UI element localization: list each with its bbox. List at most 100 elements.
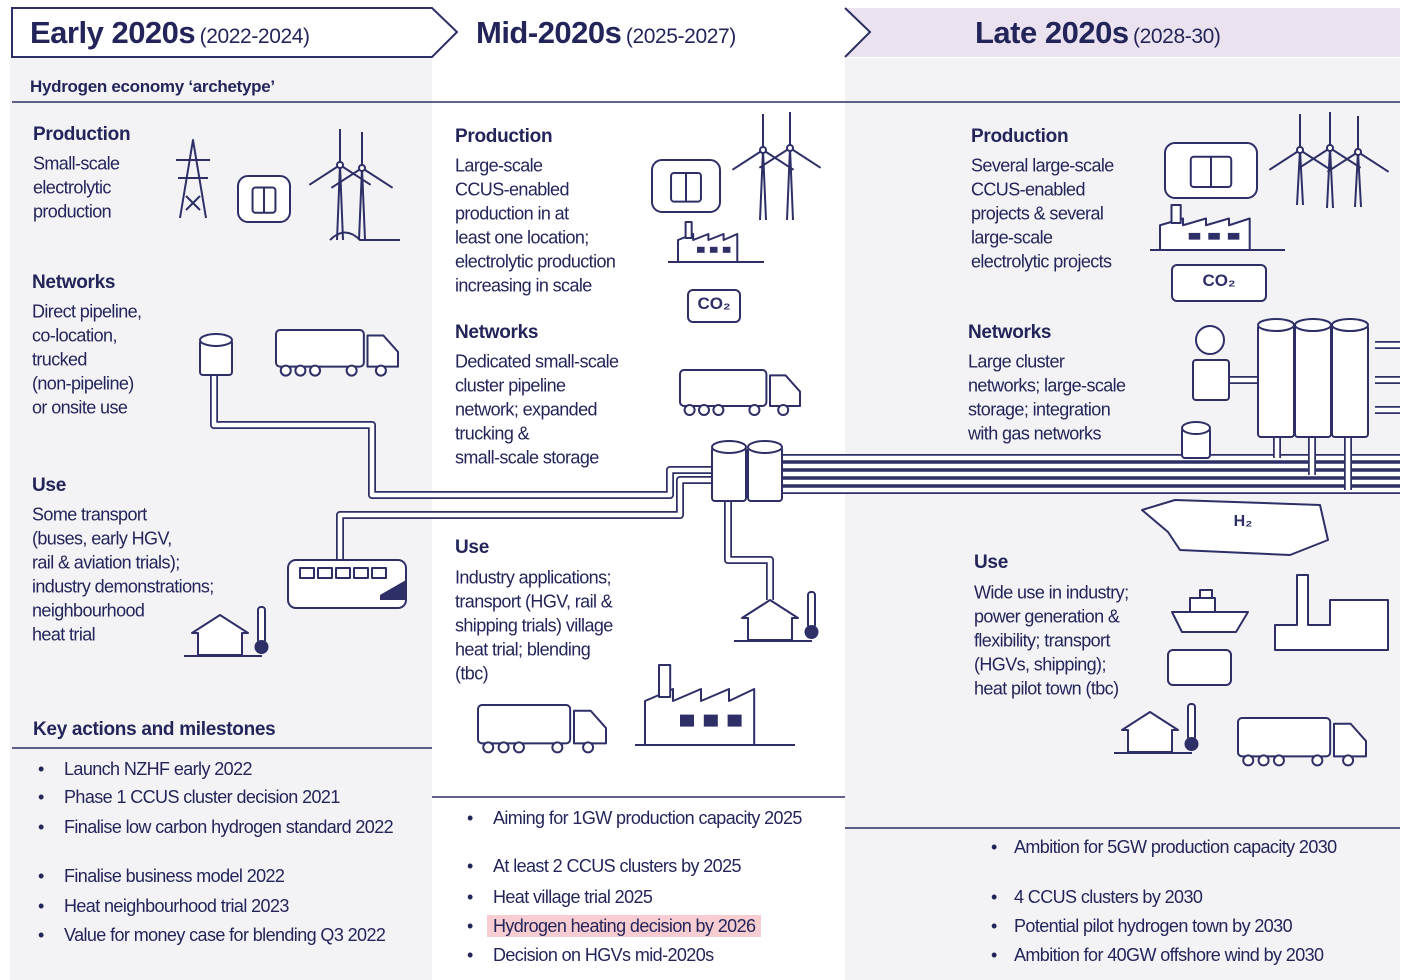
wheel xyxy=(748,404,761,416)
section-text: trucking & xyxy=(455,423,530,444)
thermometer xyxy=(1187,703,1196,741)
turbine xyxy=(361,167,394,189)
window xyxy=(703,714,718,727)
section-text: Several large-scale xyxy=(971,155,1114,176)
truck xyxy=(769,374,801,407)
wheel xyxy=(482,741,495,754)
turbine xyxy=(1357,151,1390,173)
bullet: • xyxy=(38,817,44,837)
ship xyxy=(1171,589,1249,633)
bullet: • xyxy=(38,896,44,916)
section-text: Wide use in industry; xyxy=(974,582,1129,603)
bus-window xyxy=(371,567,387,579)
section-text: electrolytic production xyxy=(455,251,616,272)
section-text: least one location; xyxy=(455,227,589,248)
tank xyxy=(1257,318,1295,332)
wheel xyxy=(1242,754,1255,767)
bus-window xyxy=(353,567,369,579)
milestone-text: Ambition for 5GW production capacity 203… xyxy=(1014,837,1337,857)
tank xyxy=(711,446,747,502)
milestone-text: Launch NZHF early 2022 xyxy=(64,759,253,779)
section-text: production in at xyxy=(455,203,569,224)
header-chevron xyxy=(845,8,1400,57)
section-heading: Use xyxy=(455,537,489,558)
section-heading: Key actions and milestones xyxy=(33,719,276,740)
bus-window xyxy=(299,567,315,579)
wheel xyxy=(309,364,322,377)
turbine xyxy=(1326,144,1334,152)
stage-title: Mid-2020s (2025-2027) xyxy=(476,15,736,51)
stage-title: Late 2020s (2028-30) xyxy=(975,15,1221,51)
section-text: (tbc) xyxy=(455,663,489,684)
section-text: co-location, xyxy=(32,325,117,346)
window xyxy=(697,246,705,253)
wheel xyxy=(712,404,725,416)
section-heading: Networks xyxy=(32,272,116,293)
milestone-text: Potential pilot hydrogen town by 2030 xyxy=(1014,916,1293,936)
window xyxy=(680,714,694,727)
wheel xyxy=(374,364,387,377)
tank xyxy=(1331,318,1369,332)
section-text: flexibility; transport xyxy=(974,630,1110,651)
wheel xyxy=(582,741,595,754)
wheel xyxy=(551,741,564,754)
turbine xyxy=(789,147,822,169)
tank xyxy=(1257,324,1295,438)
bullet: • xyxy=(467,808,473,828)
bullet: • xyxy=(467,856,473,876)
section-text: with gas networks xyxy=(968,423,1101,444)
section-text: Dedicated small-scale xyxy=(455,351,619,372)
generator xyxy=(1167,649,1232,686)
header-chevron xyxy=(11,7,459,58)
turbine xyxy=(786,144,794,152)
chimney xyxy=(658,664,672,698)
milestone-text: Decision on HGVs mid-2020s xyxy=(493,945,714,965)
section-text: (non-pipeline) xyxy=(32,373,134,394)
turbine xyxy=(1326,151,1359,173)
truck xyxy=(1237,717,1332,758)
section-text: heat pilot town (tbc) xyxy=(974,678,1119,699)
gauge xyxy=(1195,325,1225,355)
bullet: • xyxy=(991,945,997,965)
section-text: or onsite use xyxy=(32,397,128,418)
wheel xyxy=(698,404,710,416)
turbine xyxy=(308,164,341,186)
factory xyxy=(1274,574,1389,651)
stage-name: Early 2020s xyxy=(30,15,196,50)
turbine xyxy=(1357,151,1362,208)
turbine xyxy=(762,149,767,221)
turbine xyxy=(1296,146,1304,154)
wheel xyxy=(294,364,307,377)
bus-window xyxy=(335,567,351,579)
section-text: heat trial; blending xyxy=(455,639,591,660)
section-text: transport (HGV, rail & xyxy=(455,591,613,612)
turbine xyxy=(1298,147,1331,169)
truck xyxy=(366,334,399,368)
bullet: • xyxy=(467,887,473,907)
section-text: (HGVs, shipping); xyxy=(974,654,1106,675)
bullet: • xyxy=(467,916,473,936)
co2-label: CO₂ xyxy=(1202,271,1235,290)
header-chevron xyxy=(844,7,872,58)
wheel xyxy=(512,741,525,754)
milestone: Phase 1 CCUS cluster decision 2021 xyxy=(64,788,414,807)
tank xyxy=(747,440,783,454)
turbine xyxy=(358,164,366,172)
pipeline xyxy=(724,490,774,600)
turbine xyxy=(789,147,794,221)
tank xyxy=(199,333,233,347)
pipeline xyxy=(211,360,715,498)
section-text: cluster pipeline xyxy=(455,375,566,396)
turbine xyxy=(1268,149,1301,171)
bullet: • xyxy=(38,925,44,945)
wheel xyxy=(1342,754,1355,767)
milestone: Hydrogen heating decision by 2026 xyxy=(487,915,823,937)
milestone: Ambition for 5GW production capacity 203… xyxy=(1014,838,1392,857)
milestone-text: At least 2 CCUS clusters by 2025 xyxy=(493,856,742,876)
turbine xyxy=(339,164,344,241)
section-text: large-scale xyxy=(971,227,1053,248)
bullet: • xyxy=(991,916,997,936)
co2-label: CO₂ xyxy=(697,294,730,313)
wheel xyxy=(345,364,358,377)
thermometer xyxy=(804,625,819,639)
